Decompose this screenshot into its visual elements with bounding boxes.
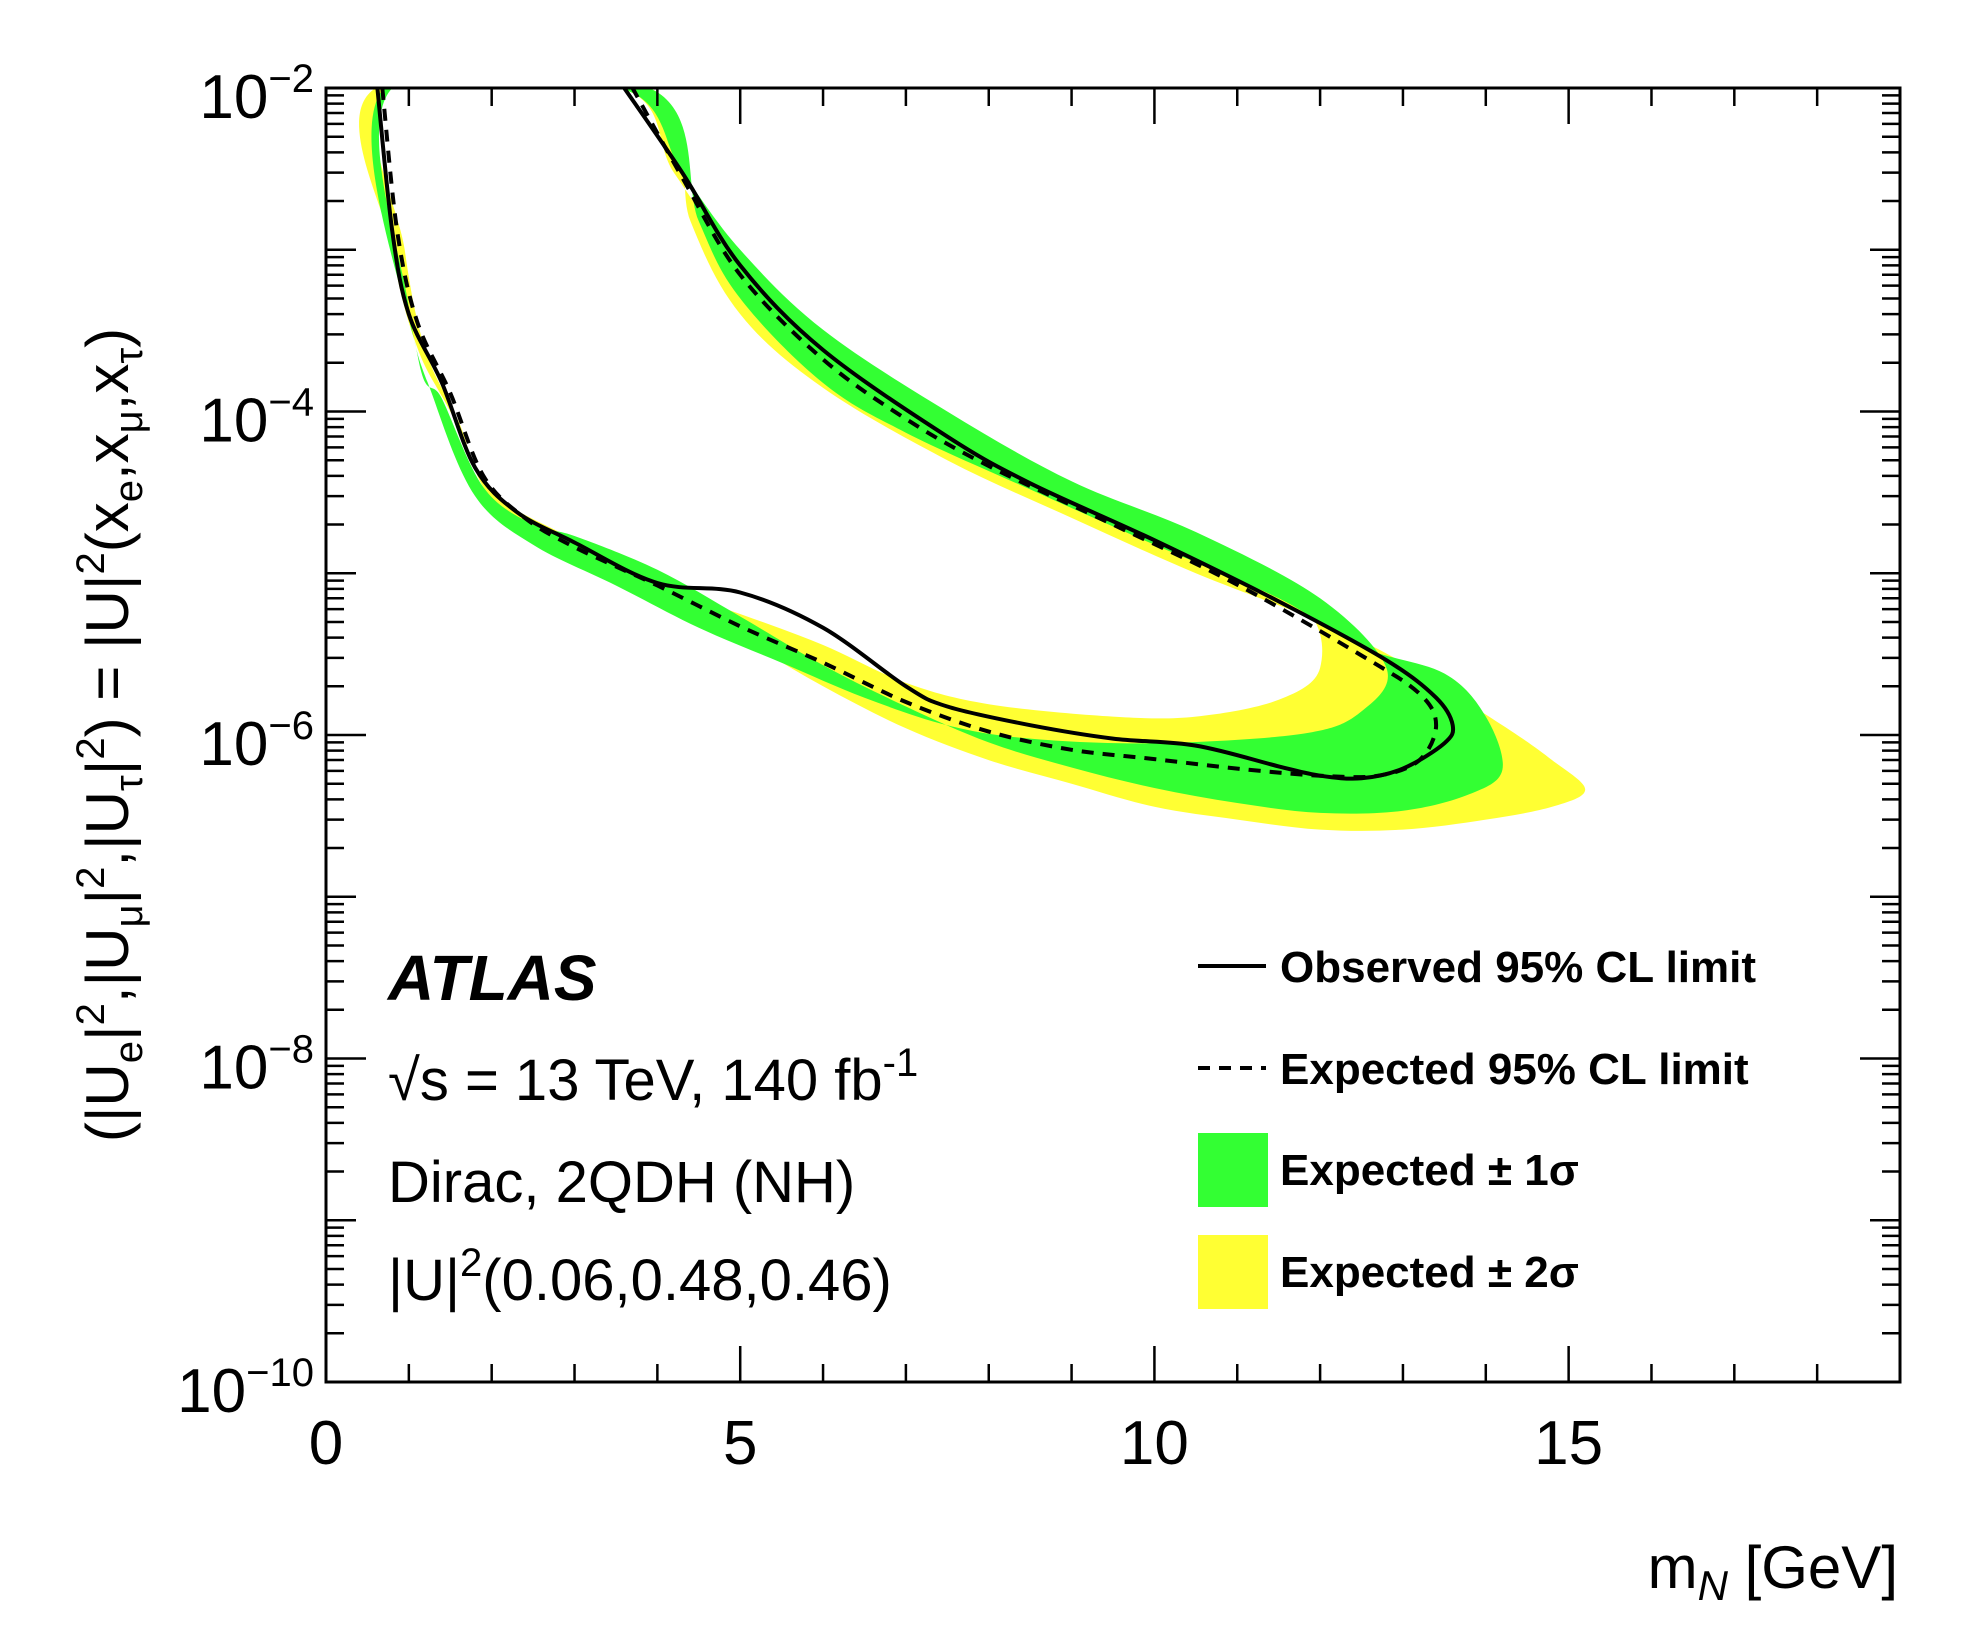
y-tick-label: 10−8 [199, 1028, 314, 1103]
y-tick-labels: 10−10 10−8 10−6 10−4 10−2 [177, 57, 314, 1426]
expected-1sigma-band [371, 88, 1503, 814]
model-label: Dirac, 2QDH (NH) [388, 1150, 855, 1215]
axis-ticks [324, 86, 1902, 1384]
x-tick-label: 15 [1534, 1409, 1603, 1478]
legend-swatch-band [1198, 1235, 1268, 1309]
x-axis-title: mN [GeV] [1648, 1534, 1898, 1609]
y-tick-label: 10−2 [199, 57, 314, 132]
legend-label: Expected ± 2σ [1280, 1248, 1579, 1297]
y-tick-label: 10−10 [177, 1351, 314, 1426]
x-tick-labels: 0 5 10 15 [309, 1409, 1603, 1478]
x-tick-label: 0 [309, 1409, 343, 1478]
x-tick-label: 5 [723, 1409, 757, 1478]
data-layer [359, 88, 1586, 831]
y-tick-label: 10−4 [199, 381, 314, 456]
expected-limit-line [380, 88, 1439, 780]
legend-label: Expected 95% CL limit [1280, 1045, 1749, 1094]
legend-label: Expected ± 1σ [1280, 1146, 1579, 1195]
coupling-label: |U|2(0.06,0.48,0.46) [388, 1241, 892, 1313]
legend-label: Observed 95% CL limit [1280, 943, 1756, 992]
y-tick-label: 10−6 [199, 704, 314, 779]
atlas-label: ATLAS [386, 942, 597, 1014]
y-axis-title: (|Ue​|2​,|Uμ​|2​,|Uτ​|2​) = |U|2​(xe​,xμ… [69, 328, 151, 1142]
observed-limit-line [375, 88, 1456, 781]
legend-swatch-band [1198, 1133, 1268, 1207]
legend: Observed 95% CL limit Expected 95% CL lim… [1198, 943, 1756, 1309]
x-tick-label: 10 [1120, 1409, 1189, 1478]
energy-luminosity-label: √s = 13 TeV, 140 fb-1 [388, 1041, 918, 1113]
